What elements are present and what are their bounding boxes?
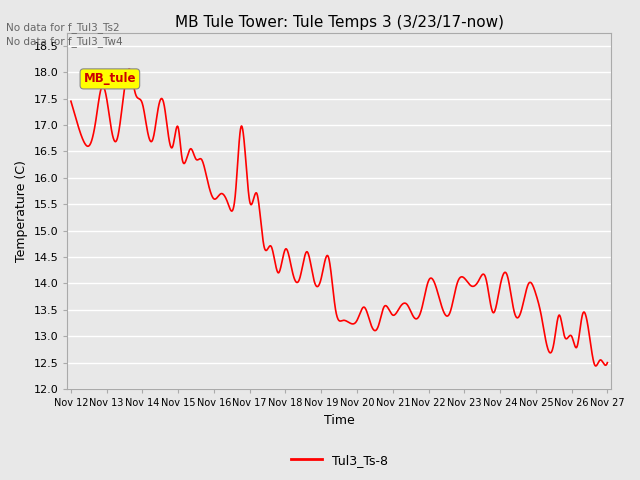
Text: No data for f_Tul3_Ts2: No data for f_Tul3_Ts2 [6, 22, 120, 33]
Text: MB_tule: MB_tule [84, 72, 136, 85]
X-axis label: Time: Time [324, 414, 355, 427]
Legend: Tul3_Ts-8: Tul3_Ts-8 [285, 449, 393, 472]
Text: No data for f_Tul3_Tw4: No data for f_Tul3_Tw4 [6, 36, 123, 47]
Title: MB Tule Tower: Tule Temps 3 (3/23/17-now): MB Tule Tower: Tule Temps 3 (3/23/17-now… [175, 15, 504, 30]
Y-axis label: Temperature (C): Temperature (C) [15, 160, 28, 262]
